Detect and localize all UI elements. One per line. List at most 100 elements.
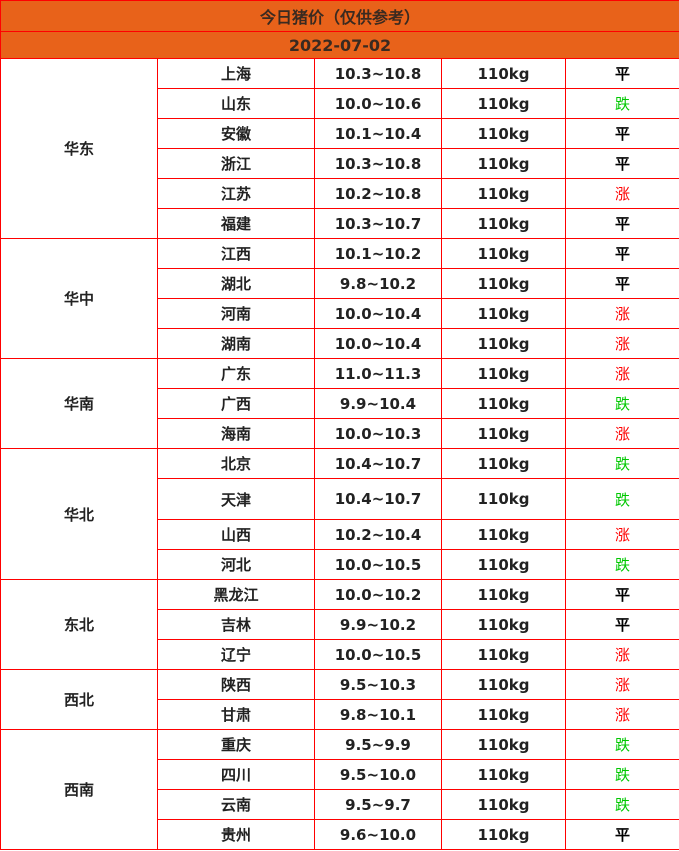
weight-cell: 110kg — [441, 729, 566, 760]
province-cell: 湖北 — [157, 268, 315, 299]
weight-cell: 110kg — [441, 208, 566, 239]
province-cell: 辽宁 — [157, 639, 315, 670]
table-row: 云南 9.5~9.7 110kg 跌 — [1, 789, 679, 820]
trend-cell: 涨 — [565, 328, 679, 359]
trend-cell: 涨 — [565, 178, 679, 209]
province-cell: 安徽 — [157, 118, 315, 149]
region-cell: 西北 — [0, 669, 158, 730]
province-cell: 福建 — [157, 208, 315, 239]
trend-cell: 平 — [565, 268, 679, 299]
region-cell: 华中 — [0, 238, 158, 359]
price-cell: 10.2~10.4 — [314, 519, 442, 550]
price-cell: 10.0~10.4 — [314, 328, 442, 359]
province-cell: 黑龙江 — [157, 579, 315, 610]
province-cell: 山西 — [157, 519, 315, 550]
table-row: 湖南 10.0~10.4 110kg 涨 — [1, 328, 679, 359]
weight-cell: 110kg — [441, 699, 566, 730]
region-cell: 东北 — [0, 579, 158, 670]
weight-cell: 110kg — [441, 178, 566, 209]
region-cell: 华南 — [0, 358, 158, 449]
table-row: 天津 10.4~10.7 110kg 跌 — [1, 478, 679, 520]
table-row: 河南 10.0~10.4 110kg 涨 — [1, 298, 679, 329]
weight-cell: 110kg — [441, 448, 566, 479]
weight-cell: 110kg — [441, 519, 566, 550]
trend-cell: 涨 — [565, 418, 679, 449]
price-cell: 9.6~10.0 — [314, 819, 442, 850]
price-cell: 9.5~9.9 — [314, 729, 442, 760]
trend-cell: 跌 — [565, 478, 679, 520]
price-cell: 9.5~9.7 — [314, 789, 442, 820]
trend-cell: 平 — [565, 208, 679, 239]
trend-cell: 平 — [565, 579, 679, 610]
weight-cell: 110kg — [441, 609, 566, 640]
trend-cell: 涨 — [565, 358, 679, 389]
weight-cell: 110kg — [441, 759, 566, 790]
price-cell: 9.9~10.4 — [314, 388, 442, 419]
weight-cell: 110kg — [441, 579, 566, 610]
price-cell: 10.3~10.8 — [314, 58, 442, 89]
weight-cell: 110kg — [441, 819, 566, 850]
province-cell: 山东 — [157, 88, 315, 119]
province-cell: 吉林 — [157, 609, 315, 640]
table-row: 浙江 10.3~10.8 110kg 平 — [1, 148, 679, 179]
province-cell: 海南 — [157, 418, 315, 449]
weight-cell: 110kg — [441, 268, 566, 299]
table-row: 贵州 9.6~10.0 110kg 平 — [1, 819, 679, 850]
table-title: 今日猪价（仅供参考） — [0, 0, 679, 32]
region-cell: 华北 — [0, 448, 158, 580]
weight-cell: 110kg — [441, 328, 566, 359]
weight-cell: 110kg — [441, 789, 566, 820]
price-cell: 10.0~10.6 — [314, 88, 442, 119]
weight-cell: 110kg — [441, 58, 566, 89]
table-row: 江苏 10.2~10.8 110kg 涨 — [1, 178, 679, 209]
region-cell: 西南 — [0, 729, 158, 850]
province-cell: 广西 — [157, 388, 315, 419]
trend-cell: 跌 — [565, 549, 679, 580]
price-cell: 10.3~10.7 — [314, 208, 442, 239]
trend-cell: 跌 — [565, 729, 679, 760]
trend-cell: 平 — [565, 819, 679, 850]
table-row: 华南 广东 11.0~11.3 110kg 涨 — [0, 358, 679, 449]
table-date: 2022-07-02 — [0, 31, 679, 59]
weight-cell: 110kg — [441, 118, 566, 149]
weight-cell: 110kg — [441, 549, 566, 580]
province-cell: 四川 — [157, 759, 315, 790]
province-cell: 广东 — [157, 358, 315, 389]
province-cell: 河南 — [157, 298, 315, 329]
price-cell: 10.4~10.7 — [314, 448, 442, 479]
trend-cell: 平 — [565, 58, 679, 89]
table-row: 安徽 10.1~10.4 110kg 平 — [1, 118, 679, 149]
table-row: 华北 北京 10.4~10.7 110kg 跌 — [0, 448, 679, 580]
province-cell: 湖南 — [157, 328, 315, 359]
table-row: 吉林 9.9~10.2 110kg 平 — [1, 609, 679, 640]
weight-cell: 110kg — [441, 669, 566, 700]
weight-cell: 110kg — [441, 298, 566, 329]
price-cell: 10.0~10.4 — [314, 298, 442, 329]
trend-cell: 跌 — [565, 789, 679, 820]
province-cell: 江苏 — [157, 178, 315, 209]
trend-cell: 平 — [565, 148, 679, 179]
trend-cell: 涨 — [565, 669, 679, 700]
table-row: 东北 黑龙江 10.0~10.2 110kg 平 — [0, 579, 679, 670]
price-cell: 11.0~11.3 — [314, 358, 442, 389]
price-cell: 10.1~10.4 — [314, 118, 442, 149]
table-row: 湖北 9.8~10.2 110kg 平 — [1, 268, 679, 299]
table-row: 福建 10.3~10.7 110kg 平 — [1, 208, 679, 239]
table-row: 西南 重庆 9.5~9.9 110kg 跌 — [0, 729, 679, 850]
weight-cell: 110kg — [441, 238, 566, 269]
weight-cell: 110kg — [441, 478, 566, 520]
province-cell: 天津 — [157, 478, 315, 520]
price-cell: 9.8~10.1 — [314, 699, 442, 730]
price-cell: 9.5~10.0 — [314, 759, 442, 790]
price-cell: 9.5~10.3 — [314, 669, 442, 700]
table-row: 华中 江西 10.1~10.2 110kg 平 — [0, 238, 679, 359]
price-cell: 9.9~10.2 — [314, 609, 442, 640]
trend-cell: 涨 — [565, 298, 679, 329]
trend-cell: 平 — [565, 609, 679, 640]
weight-cell: 110kg — [441, 88, 566, 119]
table-row: 辽宁 10.0~10.5 110kg 涨 — [1, 639, 679, 670]
table-row: 甘肃 9.8~10.1 110kg 涨 — [1, 699, 679, 730]
weight-cell: 110kg — [441, 418, 566, 449]
weight-cell: 110kg — [441, 639, 566, 670]
